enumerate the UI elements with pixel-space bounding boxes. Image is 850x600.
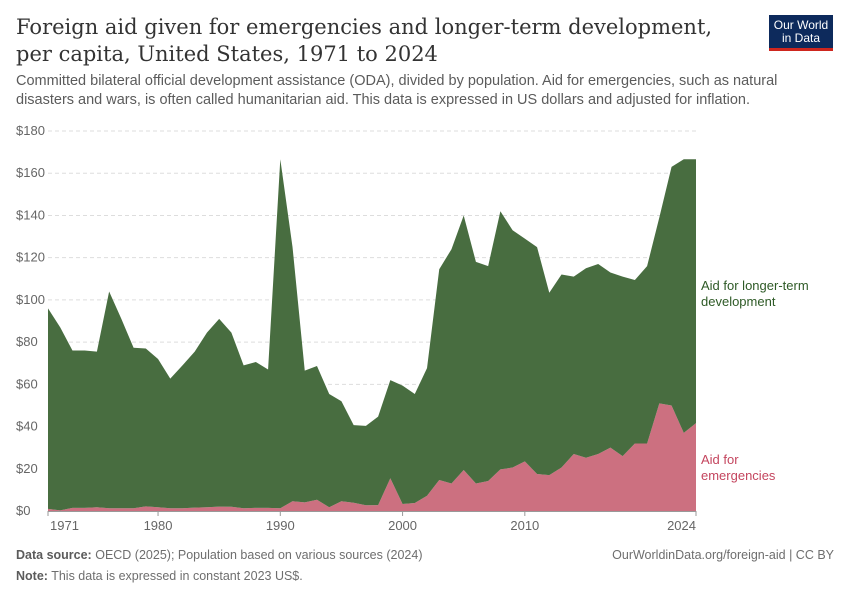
x-tick-label: 2024 bbox=[667, 518, 696, 533]
y-tick-label: $0 bbox=[16, 503, 30, 518]
chart-subtitle: Committed bilateral official development… bbox=[16, 73, 778, 108]
x-tick-label: 2010 bbox=[510, 518, 539, 533]
legend-label-emergencies: emergencies bbox=[701, 468, 776, 483]
legend-label-longer-term-development: development bbox=[701, 294, 776, 309]
source-label: Data source: bbox=[16, 548, 92, 562]
y-tick-label: $180 bbox=[16, 123, 45, 138]
area-emergencies bbox=[48, 403, 696, 511]
y-tick-label: $60 bbox=[16, 376, 38, 391]
y-tick-label: $120 bbox=[16, 250, 45, 265]
data-source: Data source: OECD (2025); Population bas… bbox=[16, 548, 422, 562]
legend-label-emergencies: Aid for bbox=[701, 452, 739, 467]
y-tick-label: $80 bbox=[16, 334, 38, 349]
source-text[interactable]: OECD (2025); Population based on various… bbox=[95, 548, 423, 562]
note-text: This data is expressed in constant 2023 … bbox=[51, 569, 303, 583]
x-tick-label: 2000 bbox=[388, 518, 417, 533]
source-url-link[interactable]: OurWorldinData.org/foreign-aid | CC BY bbox=[612, 548, 834, 562]
owid-logo[interactable]: Our World in Data bbox=[769, 15, 833, 51]
y-tick-label: $40 bbox=[16, 419, 38, 434]
legend-label-longer-term-development: Aid for longer-term bbox=[701, 278, 809, 293]
y-tick-label: $20 bbox=[16, 461, 38, 476]
note-label: Note: bbox=[16, 569, 48, 583]
note: Note: This data is expressed in constant… bbox=[16, 569, 303, 583]
area-longer-term-development bbox=[48, 159, 696, 511]
chart-title: Foreign aid given for emergencies and lo… bbox=[16, 15, 713, 66]
y-tick-label: $100 bbox=[16, 292, 45, 307]
y-tick-label: $140 bbox=[16, 207, 45, 222]
x-tick-label: 1971 bbox=[50, 518, 79, 533]
x-tick-label: 1980 bbox=[144, 518, 173, 533]
x-tick-label: 1990 bbox=[266, 518, 295, 533]
y-tick-label: $160 bbox=[16, 165, 45, 180]
